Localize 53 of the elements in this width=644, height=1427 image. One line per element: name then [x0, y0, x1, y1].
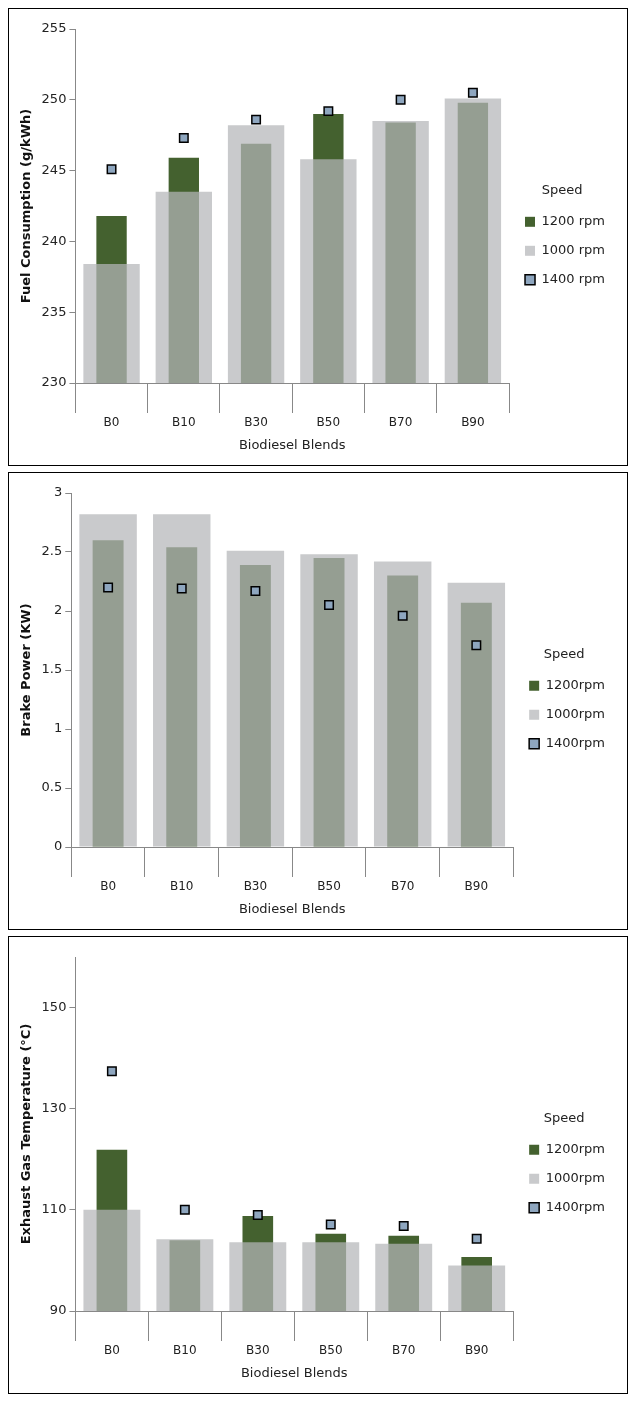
y-tick-label: 1 [53, 720, 63, 736]
y-tick-label: 130 [41, 1100, 67, 1116]
legend-label: 1400rpm [545, 735, 606, 751]
x-axis-title: Biodiesel Blends [238, 900, 346, 916]
legend-label: 1000 rpm [541, 242, 606, 258]
y-tick-label: 0 [53, 838, 63, 854]
x-tick-label: B90 [464, 879, 489, 894]
legend-label: 1400rpm [545, 1199, 606, 1215]
legend-title: Speed [543, 1109, 585, 1125]
x-tick-label: B90 [461, 415, 485, 430]
x-tick-label: B50 [319, 1343, 343, 1358]
y-tick-label: 3 [53, 484, 63, 500]
y-tick-label: 255 [41, 20, 67, 36]
x-tick-label: B30 [246, 1343, 270, 1358]
x-tick-label: B10 [169, 879, 194, 894]
x-tick-label: B30 [244, 415, 268, 430]
y-tick-label: 110 [41, 1201, 67, 1217]
legend-label: 1400 rpm [541, 271, 606, 287]
x-tick-label: B30 [243, 879, 268, 894]
legend-label: 1000rpm [545, 1170, 606, 1186]
y-tick-label: 240 [41, 232, 67, 248]
x-tick-label: B70 [390, 879, 415, 894]
y-axis-title: Fuel Consumption (g/kWh) [18, 108, 34, 304]
x-axis-title: Biodiesel Blends [240, 1364, 348, 1380]
legend-label: 1000rpm [545, 706, 606, 722]
y-tick-label: 230 [41, 374, 67, 390]
y-tick-label: 1.5 [41, 661, 63, 677]
x-tick-label: B90 [464, 1343, 489, 1358]
y-tick-label: 0.5 [41, 779, 63, 795]
y-tick-label: 90 [49, 1302, 67, 1318]
legend-title: Speed [541, 181, 583, 197]
x-tick-label: B0 [103, 415, 120, 430]
y-tick-label: 2.5 [41, 543, 63, 559]
x-tick-label: B70 [391, 1343, 416, 1358]
y-axis-title: Exhaust Gas Temperature (°C) [18, 1023, 34, 1245]
x-tick-label: B10 [173, 1343, 197, 1358]
legend-label: 1200rpm [545, 1141, 606, 1157]
x-tick-label: B0 [103, 1343, 120, 1358]
x-tick-label: B50 [316, 415, 341, 430]
y-tick-label: 150 [41, 998, 67, 1014]
y-tick-label: 2 [53, 602, 63, 618]
x-tick-label: B70 [388, 415, 413, 430]
legend-label: 1200 rpm [541, 213, 606, 229]
x-tick-label: B50 [317, 879, 341, 894]
y-axis-title: Brake Power (KW) [18, 603, 34, 737]
legend-label: 1200rpm [545, 677, 606, 693]
y-tick-label: 245 [41, 161, 67, 177]
legend-title: Speed [543, 645, 585, 661]
y-tick-label: 235 [41, 303, 67, 319]
x-tick-label: B0 [100, 879, 117, 894]
x-axis-title: Biodiesel Blends [238, 436, 346, 452]
x-tick-label: B10 [172, 415, 196, 430]
y-tick-label: 250 [41, 91, 67, 107]
